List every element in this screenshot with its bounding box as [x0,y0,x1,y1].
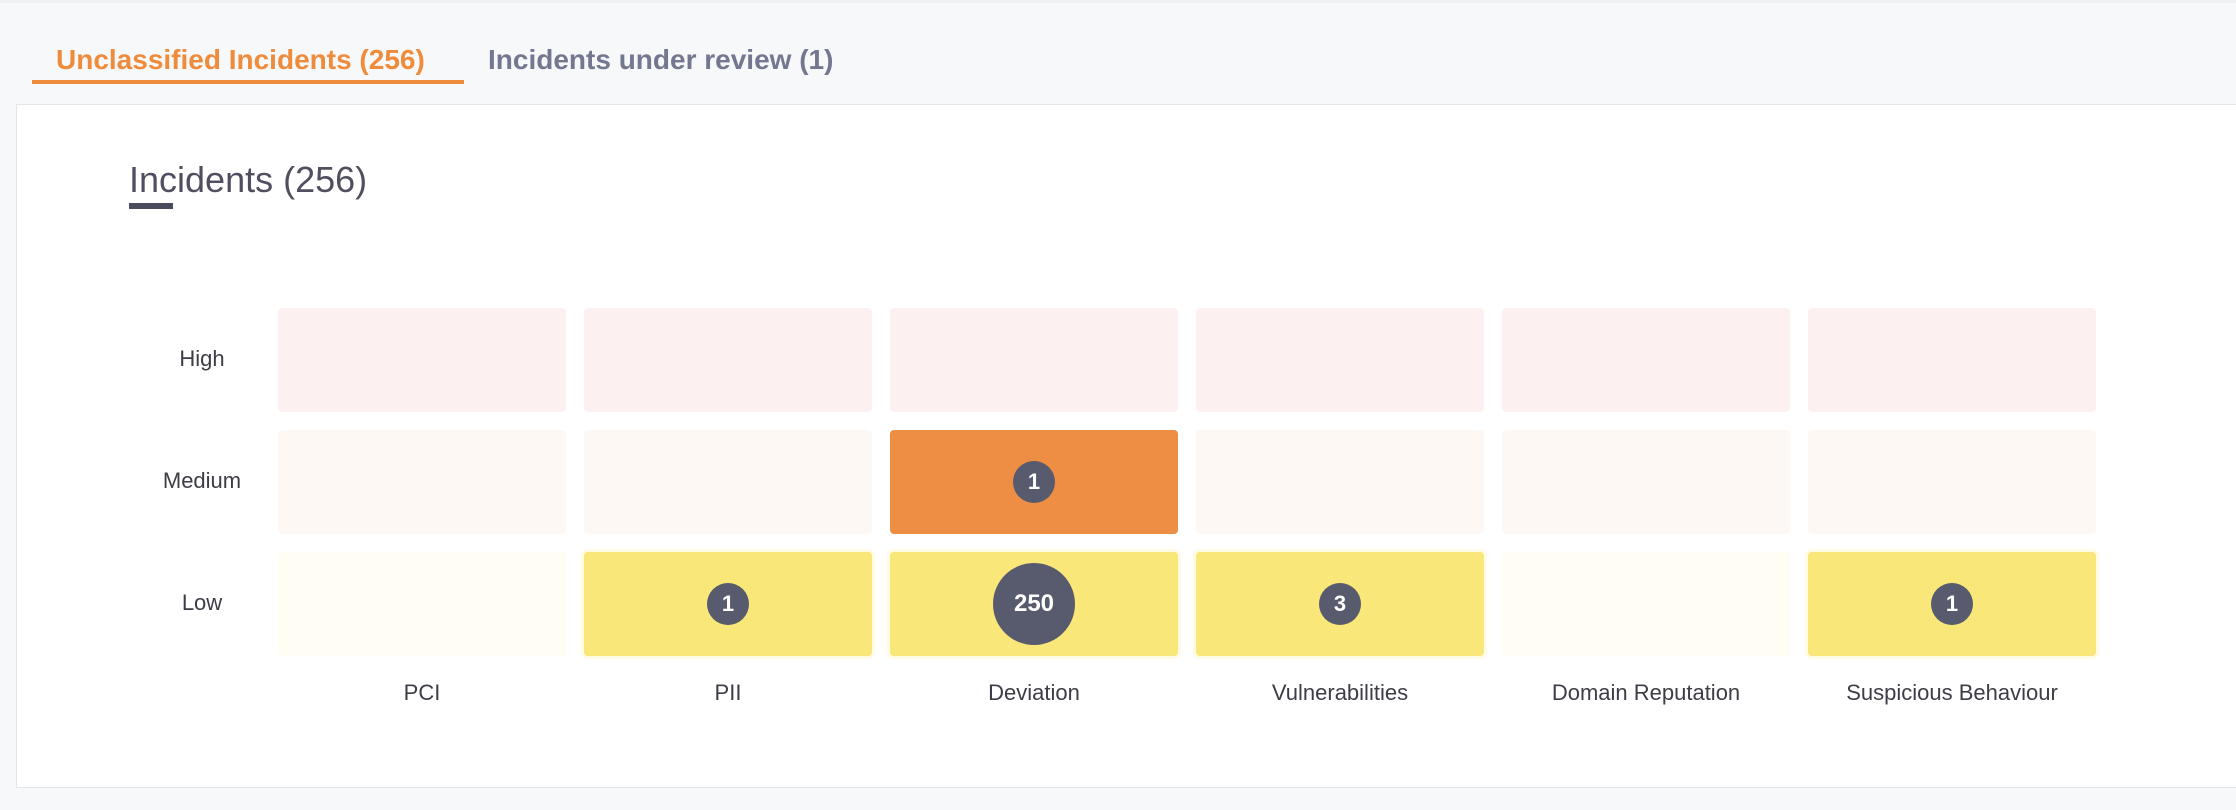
cell-high-deviation[interactable] [890,308,1178,412]
column-label-suspicious-behaviour: Suspicious Behaviour [1846,680,2058,705]
cell-low-pii[interactable]: 1 [584,552,872,656]
column-label-vulnerabilities: Vulnerabilities [1271,680,1409,705]
count-badge: 1 [1931,583,1973,625]
cell-low-domain-reputation[interactable] [1502,552,1790,656]
count-badge: 250 [993,563,1075,645]
tab-unclassified-incidents[interactable]: Unclassified Incidents (256) [56,44,425,75]
cell-high-suspicious-behaviour[interactable] [1808,308,2096,412]
cell-high-vulnerabilities[interactable] [1196,308,1484,412]
cell-low-deviation[interactable]: 250 [890,552,1178,656]
top-divider [0,0,2236,3]
panel-title: Incidents (256) [129,159,368,200]
column-label-pci: PCI [403,680,441,705]
row-label-medium: Medium [162,468,242,493]
cell-low-pci[interactable] [278,552,566,656]
count-badge: 1 [1013,461,1055,503]
cell-high-pci[interactable] [278,308,566,412]
count-badge: 1 [707,583,749,625]
cell-high-domain-reputation[interactable] [1502,308,1790,412]
column-label-pii: PII [714,680,742,705]
count-badge: 3 [1319,583,1361,625]
cell-medium-suspicious-behaviour[interactable] [1808,430,2096,534]
row-label-high: High [179,346,225,371]
cell-medium-pii[interactable] [584,430,872,534]
cell-medium-domain-reputation[interactable] [1502,430,1790,534]
active-tab-indicator [32,80,464,84]
cell-medium-vulnerabilities[interactable] [1196,430,1484,534]
incidents-panel: Incidents (256) High Medium Low 1 1 250 … [16,104,2236,788]
column-label-deviation: Deviation [988,680,1080,705]
column-label-domain-reputation: Domain Reputation [1551,680,1741,705]
row-label-low: Low [181,590,223,615]
cell-high-pii[interactable] [584,308,872,412]
cell-medium-deviation[interactable]: 1 [890,430,1178,534]
tab-incidents-under-review[interactable]: Incidents under review (1) [488,44,834,75]
cell-low-suspicious-behaviour[interactable]: 1 [1808,552,2096,656]
cell-low-vulnerabilities[interactable]: 3 [1196,552,1484,656]
title-underline [129,203,173,209]
cell-medium-pci[interactable] [278,430,566,534]
